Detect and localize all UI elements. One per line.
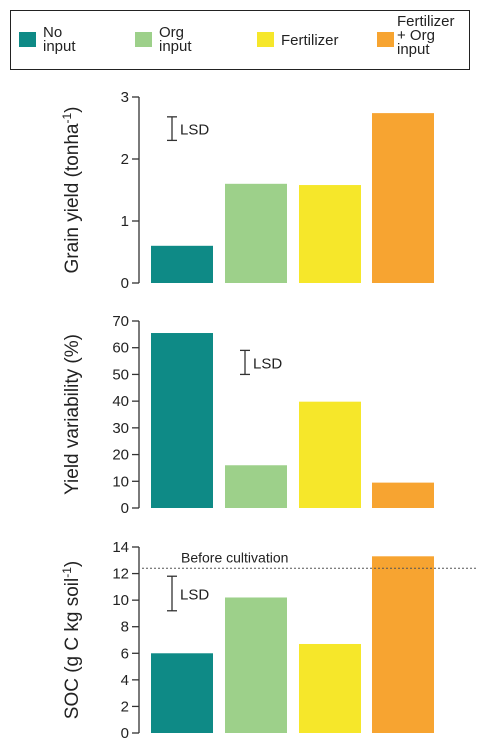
y-tick-label: 14 — [112, 539, 129, 556]
legend-label-fertilizer-org-input: Fertilizer + Org input — [397, 13, 455, 58]
bar-1 — [151, 653, 213, 733]
y-tick-label: 30 — [112, 420, 129, 437]
reference-line-label: Before cultivation — [181, 549, 288, 565]
lsd-label: LSD — [180, 122, 209, 139]
chart-3: 0 2 4 6 8 10 12 14 Before cultivation LSD SOC (g C… — [60, 539, 478, 741]
bar-4 — [372, 482, 434, 508]
bar-2 — [225, 597, 287, 733]
y-tick-label: 0 — [121, 725, 129, 741]
y-tick-label: 1 — [121, 213, 129, 230]
bar-3 — [299, 401, 361, 508]
legend-swatch-fertilizer-org-input — [377, 32, 394, 47]
chart-2: 0 10 20 30 40 50 60 70 LSD Yield variability (%) — [62, 313, 434, 517]
y-tick-label: 3 — [121, 89, 129, 106]
lsd-label: LSD — [253, 355, 282, 372]
y-tick-label: 2 — [121, 151, 129, 168]
y-axis-label: Grain yield (tonha-1) — [60, 107, 83, 274]
y-tick-label: 60 — [112, 340, 129, 357]
legend-label-fertilizer: Fertilizer — [281, 32, 339, 49]
y-tick-label: 0 — [121, 275, 129, 292]
bar-4 — [372, 556, 434, 733]
y-tick-label: 70 — [112, 313, 129, 330]
legend-swatch-no-input — [19, 32, 36, 47]
y-tick-label: 4 — [121, 672, 129, 689]
lsd-label: LSD — [180, 587, 209, 604]
chart-1: 0 1 2 3 LSD Grain yield (tonha-1) — [60, 89, 434, 292]
y-tick-label: 2 — [121, 698, 129, 715]
legend-swatch-fertilizer — [257, 32, 274, 47]
y-tick-label: 6 — [121, 645, 129, 662]
y-tick-label: 0 — [121, 500, 129, 517]
bar-3 — [299, 185, 361, 283]
bar-3 — [299, 643, 361, 733]
bar-2 — [225, 183, 287, 283]
bar-1 — [151, 245, 213, 283]
bar-4 — [372, 113, 434, 284]
y-tick-label: 40 — [112, 393, 129, 410]
y-tick-label: 10 — [112, 473, 129, 490]
y-tick-label: 20 — [112, 447, 129, 464]
legend-label-no-input: No input — [43, 24, 76, 55]
y-tick-label: 50 — [112, 366, 129, 383]
legend-label-org-input: Org input — [159, 24, 192, 55]
y-axis-label: SOC (g C kg soil-1) — [60, 561, 83, 719]
bar-1 — [151, 333, 213, 508]
y-axis-label: Yield variability (%) — [62, 334, 83, 495]
legend-swatch-org-input — [135, 32, 152, 47]
bar-2 — [225, 465, 287, 508]
legend: No input Org input Fertilizer Fertilizer… — [10, 10, 470, 70]
y-tick-label: 8 — [121, 619, 129, 636]
y-tick-label: 12 — [112, 566, 129, 583]
y-tick-label: 10 — [112, 592, 129, 609]
